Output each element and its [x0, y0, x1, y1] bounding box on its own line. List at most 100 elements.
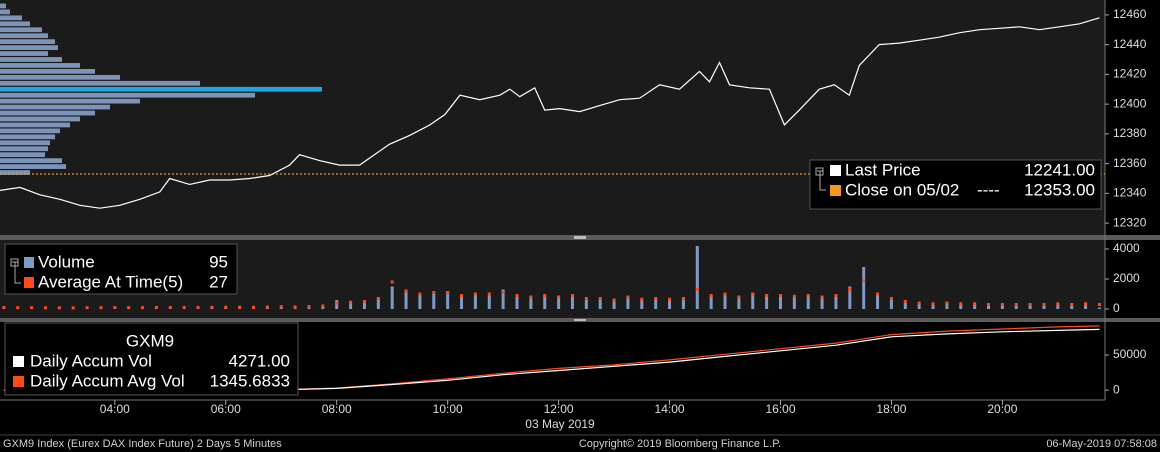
- profile-bar: [0, 116, 80, 122]
- y-tick-label: 12380: [1113, 126, 1147, 140]
- legend-swatch: [830, 185, 841, 196]
- line: [0, 17, 1100, 209]
- volume-bar: [321, 306, 325, 309]
- y-tick-label: 12320: [1113, 215, 1147, 229]
- legend-swatch: [830, 165, 841, 176]
- average-dot: [668, 297, 672, 301]
- average-dot: [16, 306, 20, 310]
- volume-bar: [515, 297, 519, 309]
- average-dot: [349, 300, 353, 304]
- volume-bar: [529, 298, 533, 309]
- volume-bar: [473, 294, 477, 309]
- footer-copyright: Copyright© 2019 Bloomberg Finance L.P.: [579, 438, 781, 450]
- average-dot: [1097, 303, 1101, 306]
- volume-bar: [446, 291, 450, 309]
- average-dot: [321, 304, 325, 308]
- volume-bar: [418, 295, 422, 309]
- average-dot: [543, 294, 547, 297]
- average-dot: [404, 289, 408, 293]
- volume-bar: [862, 267, 866, 309]
- volume-bar: [792, 297, 796, 309]
- profile-bar: [0, 27, 42, 33]
- y-tick-label: 50000: [1113, 347, 1147, 361]
- profile-bar: [0, 110, 95, 116]
- profile-bar: [0, 74, 120, 80]
- profile-bar: [0, 158, 62, 164]
- average-dot: [141, 306, 145, 310]
- average-dot: [515, 294, 519, 297]
- profile-bar: [0, 134, 55, 140]
- legend-value: 95: [209, 252, 228, 271]
- average-dot: [57, 306, 61, 310]
- profile-bar: [0, 69, 95, 74]
- average-dot: [848, 288, 852, 291]
- x-tick-label: 14:00: [655, 402, 685, 416]
- volume-bar: [640, 300, 644, 309]
- volume-bar: [723, 294, 727, 309]
- average-dot: [127, 306, 131, 310]
- average-dot: [307, 305, 311, 309]
- legend-box: [4, 322, 299, 396]
- average-dot: [681, 297, 685, 300]
- volume-bar: [681, 298, 685, 309]
- legend-title: GXM9: [126, 331, 174, 350]
- volume-bar: [612, 301, 616, 309]
- y-tick-label: 4000: [1113, 241, 1140, 255]
- average-dot: [1014, 303, 1018, 306]
- volume-bar: [876, 295, 880, 309]
- profile-bar: [0, 21, 30, 27]
- volume-bar: [1070, 304, 1074, 309]
- average-dot: [487, 292, 491, 296]
- legend-swatch: [13, 376, 24, 387]
- average-dot: [557, 295, 561, 299]
- volume-bar: [820, 298, 824, 309]
- average-dot: [182, 306, 186, 309]
- average-dot: [598, 297, 602, 300]
- volume-bar: [903, 303, 907, 309]
- average-dot: [168, 306, 172, 309]
- average-dot: [1042, 303, 1046, 306]
- average-dot: [335, 301, 339, 305]
- volume-bar: [737, 298, 741, 309]
- average-dot: [709, 294, 713, 297]
- profile-bar: [0, 122, 70, 128]
- legend-line-marker: ----: [977, 180, 1000, 199]
- average-dot: [584, 297, 588, 300]
- legend-value: 12353.00: [1024, 180, 1095, 199]
- profile-bar: [0, 63, 80, 68]
- average-dot: [1028, 303, 1032, 306]
- legend-toggle: [815, 167, 824, 176]
- x-tick-label: 08:00: [322, 402, 352, 416]
- volume-bar: [349, 301, 353, 309]
- volume-bar: [917, 303, 921, 309]
- average-dot: [987, 303, 991, 306]
- average-dot: [473, 292, 477, 296]
- volume-bar: [487, 295, 491, 309]
- profile-bar: [0, 51, 48, 56]
- volume-bar: [973, 303, 977, 309]
- y-tick-label: 12400: [1113, 96, 1147, 110]
- average-dot: [460, 294, 464, 297]
- volume-bar: [751, 292, 755, 309]
- legend-label: Volume: [38, 252, 95, 271]
- volume-bar: [570, 295, 574, 309]
- profile-bar: [0, 152, 45, 158]
- profile-bar: [0, 86, 322, 92]
- volume-bar: [584, 300, 588, 309]
- legend-tree: [12, 261, 21, 284]
- legend-box: [809, 159, 1102, 210]
- legend-swatch: [24, 257, 34, 268]
- volume-bar: [432, 294, 436, 309]
- volume-bar: [654, 298, 658, 309]
- profile-bar: [0, 45, 58, 50]
- legend-label: Close on 05/02: [845, 180, 959, 199]
- average-dot: [1084, 302, 1088, 306]
- average-dot: [626, 295, 630, 299]
- average-dot: [1000, 303, 1004, 306]
- average-dot: [43, 306, 47, 310]
- average-dot: [30, 306, 34, 310]
- average-dot: [792, 294, 796, 298]
- volume-bar: [501, 289, 505, 309]
